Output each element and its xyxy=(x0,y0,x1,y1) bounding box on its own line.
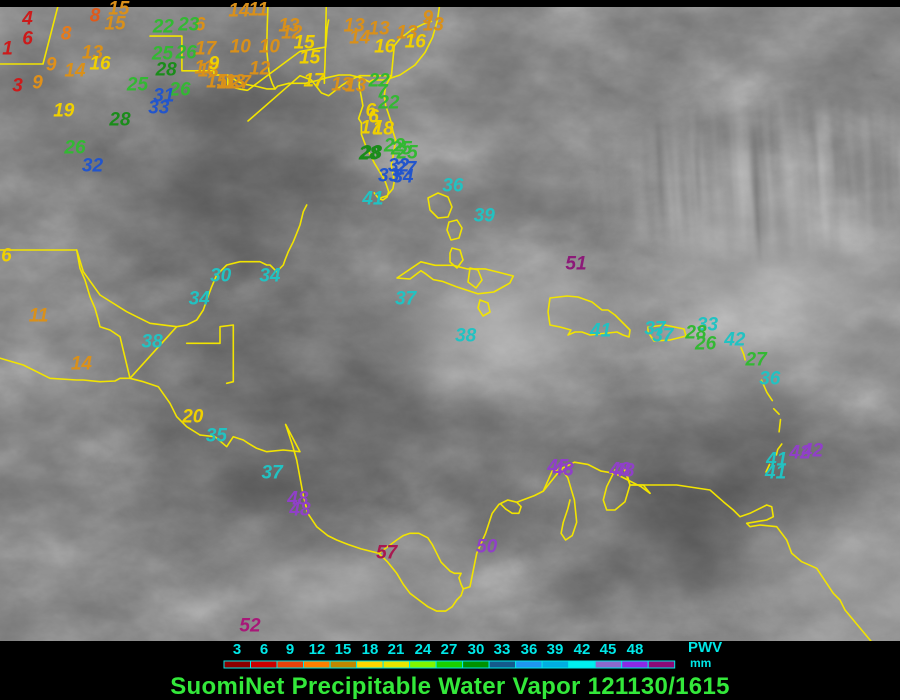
svg-text:33: 33 xyxy=(494,641,511,658)
svg-text:30: 30 xyxy=(468,641,485,658)
svg-text:36: 36 xyxy=(521,641,538,658)
svg-text:18: 18 xyxy=(362,641,379,658)
svg-text:45: 45 xyxy=(600,641,617,658)
svg-text:mm: mm xyxy=(690,656,711,670)
svg-text:21: 21 xyxy=(388,641,405,658)
svg-text:PWV: PWV xyxy=(688,639,722,656)
svg-text:48: 48 xyxy=(627,641,644,658)
svg-text:39: 39 xyxy=(547,641,564,658)
svg-text:6: 6 xyxy=(260,641,268,658)
svg-text:27: 27 xyxy=(441,641,458,658)
svg-text:42: 42 xyxy=(574,641,591,658)
svg-text:9: 9 xyxy=(286,641,294,658)
svg-text:24: 24 xyxy=(415,641,432,658)
svg-text:3: 3 xyxy=(233,641,241,658)
svg-text:15: 15 xyxy=(335,641,352,658)
svg-text:12: 12 xyxy=(309,641,326,658)
